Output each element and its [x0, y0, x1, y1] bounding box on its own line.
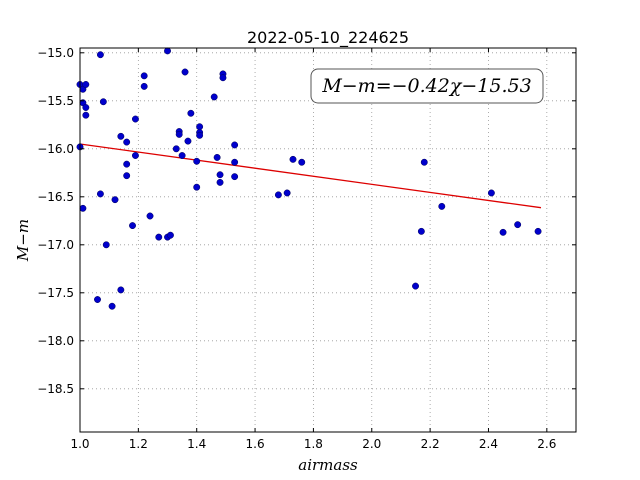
plot-frame	[79, 47, 577, 433]
data-point	[108, 302, 116, 310]
data-point	[499, 228, 507, 236]
data-point	[123, 172, 131, 180]
data-point	[213, 153, 221, 161]
data-point	[140, 72, 148, 80]
y-tick-label: −16.0	[37, 142, 74, 156]
data-point	[412, 282, 419, 290]
y-tick-label: −18.0	[37, 334, 74, 348]
x-tick-label: 1.0	[70, 437, 89, 451]
x-tick-label: 2.2	[421, 437, 440, 451]
data-point	[146, 212, 154, 220]
data-point	[420, 158, 428, 166]
fit-equation-text: M−m=−0.42χ−15.53	[321, 75, 531, 97]
x-tick-label: 2.4	[479, 437, 498, 451]
data-point	[298, 158, 306, 166]
data-point	[111, 196, 119, 204]
fit-line-layer	[79, 143, 542, 209]
data-point	[99, 98, 107, 106]
fit-line	[79, 143, 542, 209]
data-point	[231, 173, 239, 181]
data-point	[438, 202, 446, 210]
data-point	[129, 222, 136, 230]
data-point	[210, 93, 218, 101]
data-point	[184, 137, 192, 145]
data-point	[140, 82, 148, 90]
data-point	[102, 241, 110, 249]
y-tick-label: −16.5	[37, 190, 74, 204]
data-point	[289, 155, 297, 163]
data-point	[216, 171, 224, 179]
data-point	[82, 104, 90, 111]
data-point	[166, 231, 174, 239]
axis-ticks: 1.0 1.2 1.4 1.6 1.8 2.0 2.2 2.4 2.6 −15.0 −15.5 −16…	[37, 46, 576, 451]
data-point	[231, 141, 239, 149]
data-point	[487, 189, 495, 197]
data-point	[216, 178, 224, 186]
data-point	[82, 81, 90, 88]
data-point	[96, 51, 104, 59]
y-tick-label: −17.5	[37, 286, 74, 300]
data-point	[196, 131, 204, 139]
data-point	[96, 190, 104, 198]
data-point	[231, 158, 239, 166]
y-tick-label: −15.0	[37, 46, 74, 60]
data-point	[417, 227, 425, 235]
data-point	[164, 47, 171, 55]
data-point	[82, 111, 90, 119]
data-point	[283, 189, 291, 197]
fit-equation-frame	[310, 68, 544, 104]
x-tick-label: 1.8	[304, 437, 323, 451]
data-point	[131, 152, 139, 159]
data-point	[274, 191, 282, 199]
data-point	[117, 132, 125, 140]
data-point	[94, 296, 101, 303]
data-point	[123, 160, 131, 168]
x-tick-label: 2.6	[537, 437, 556, 451]
data-point	[219, 74, 227, 82]
x-tick-label: 1.4	[187, 437, 206, 451]
data-point	[514, 221, 522, 229]
y-tick-label: −17.0	[37, 238, 74, 252]
x-tick-label: 1.6	[246, 437, 265, 451]
x-tick-label: 2.0	[362, 437, 381, 451]
data-point	[117, 286, 125, 294]
y-axis-label: M−m	[14, 219, 32, 262]
data-point	[123, 138, 131, 146]
data-point	[534, 227, 542, 235]
data-point	[155, 233, 163, 241]
y-tick-label: −15.5	[37, 94, 74, 108]
data-point	[196, 123, 204, 131]
data-point	[79, 204, 87, 212]
x-tick-label: 1.2	[129, 437, 148, 451]
data-point	[187, 109, 195, 117]
data-point	[131, 115, 139, 123]
data-point	[193, 157, 201, 165]
data-point	[193, 183, 201, 191]
chart-title: 2022-05-10_224625	[247, 28, 409, 48]
data-point	[178, 152, 186, 159]
data-point	[175, 130, 183, 138]
y-tick-label: −18.5	[37, 382, 74, 396]
fit-equation-box: M−m=−0.42χ−15.53	[310, 68, 544, 104]
data-points	[76, 47, 542, 310]
data-point	[172, 145, 180, 153]
data-point	[181, 68, 189, 76]
x-axis-label: airmass	[298, 456, 358, 474]
